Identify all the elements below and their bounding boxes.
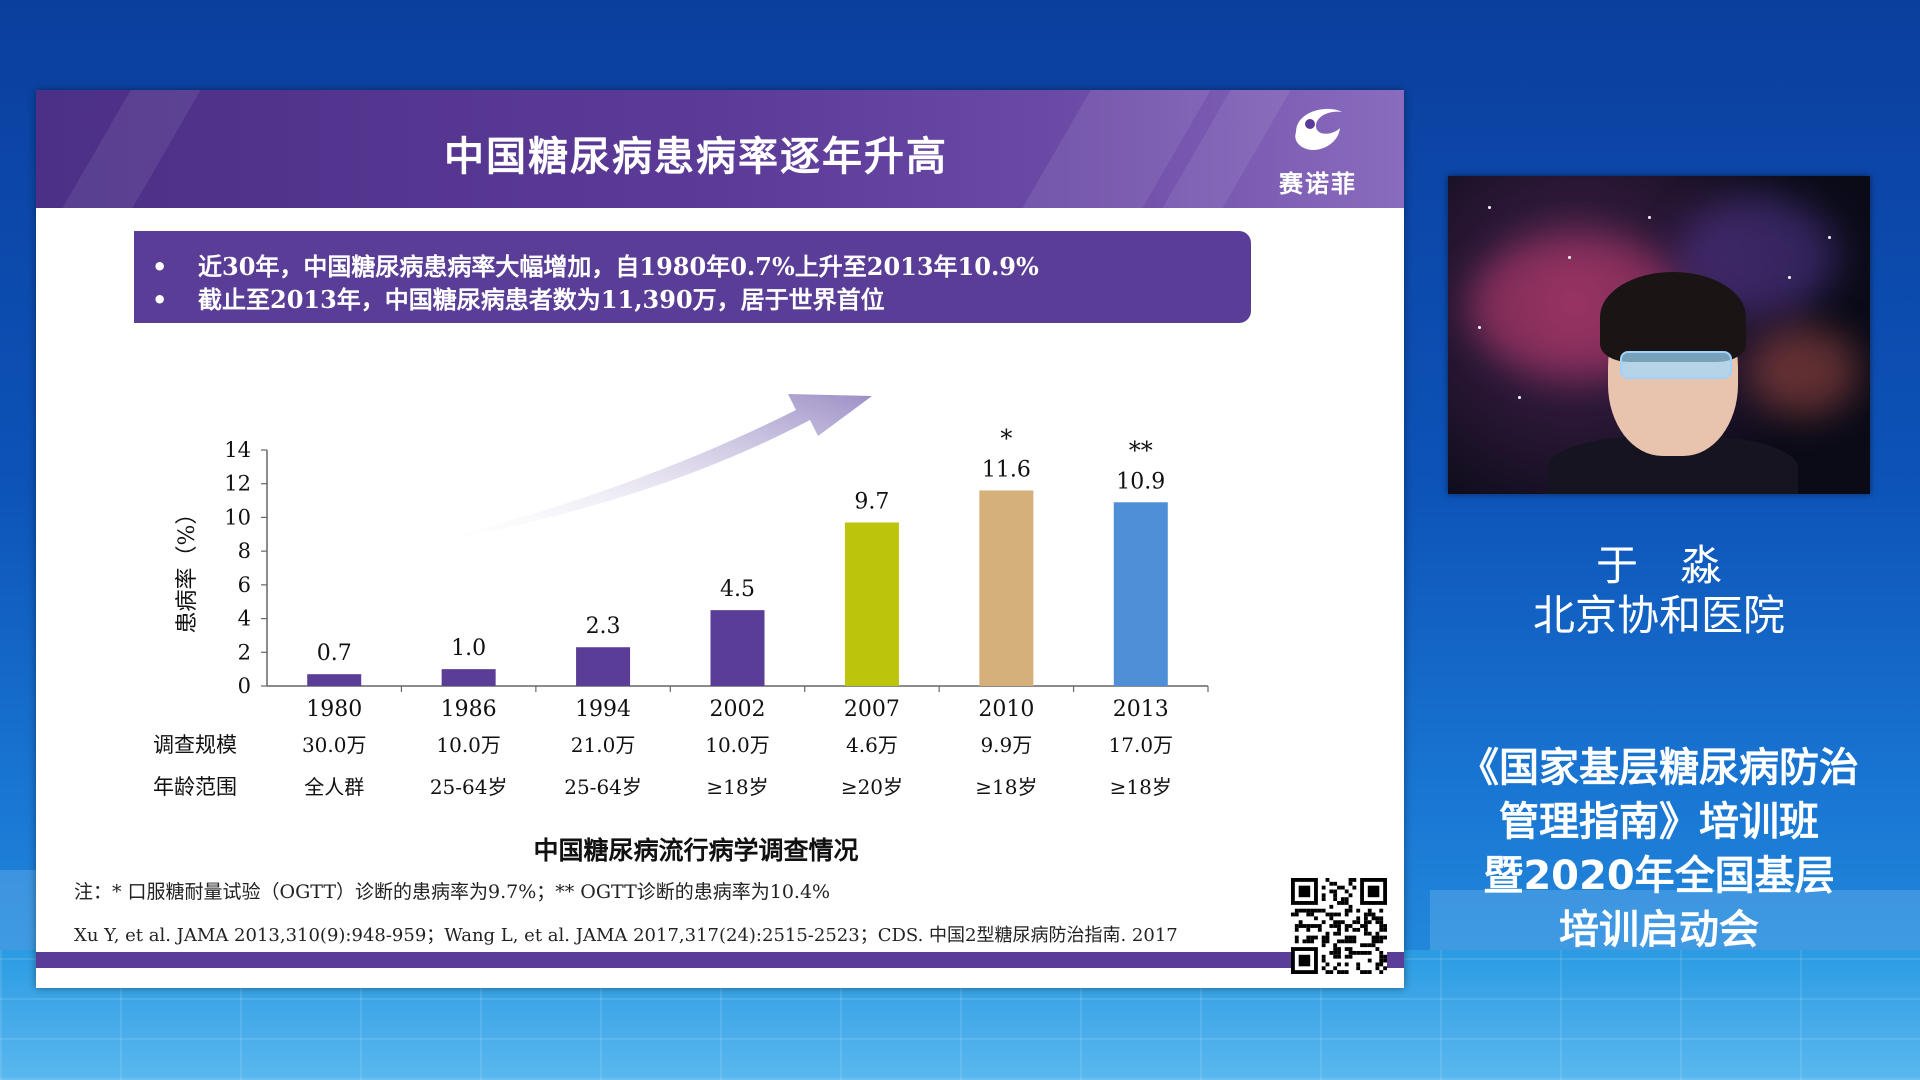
y-tick-label: 10 bbox=[224, 505, 251, 529]
brand-name: 赛诺菲 bbox=[1279, 170, 1357, 198]
sanofi-logo: 赛诺菲 bbox=[1258, 102, 1378, 198]
qr-code bbox=[1291, 878, 1387, 974]
x-tick-label: 2013 bbox=[1113, 697, 1169, 722]
survey-scale-value: 10.0万 bbox=[436, 733, 501, 757]
star bbox=[1478, 326, 1481, 329]
y-tick-label: 6 bbox=[238, 573, 251, 597]
nebula bbox=[1748, 326, 1858, 416]
survey-scale-label: 调查规模 bbox=[153, 733, 237, 757]
x-tick-label: 2010 bbox=[978, 697, 1034, 722]
bullet-item: • 截止至2013年，中国糖尿病患者数为11,390万，居于世界首位 bbox=[152, 280, 885, 315]
star bbox=[1788, 276, 1791, 279]
speaker-affiliation: 北京协和医院 bbox=[1532, 591, 1785, 640]
event-title-line: 《国家基层糖尿病防治 bbox=[1459, 745, 1859, 791]
survey-scale-value: 10.0万 bbox=[705, 733, 770, 757]
bar-2010 bbox=[979, 490, 1034, 686]
survey-scale-value: 4.6万 bbox=[846, 733, 898, 757]
x-tick-label: 1986 bbox=[441, 697, 497, 722]
survey-scale-value: 21.0万 bbox=[571, 733, 636, 757]
sanofi-logo-icon bbox=[1295, 108, 1342, 150]
chart-title: 中国糖尿病流行病学调查情况 bbox=[533, 836, 859, 865]
star bbox=[1828, 236, 1831, 239]
y-tick-label: 8 bbox=[238, 539, 251, 563]
y-axis-label: 患病率（%） bbox=[175, 503, 200, 634]
age-range-value: 25-64岁 bbox=[564, 775, 642, 799]
slide-title: 中国糖尿病患病率逐年升高 bbox=[444, 134, 948, 180]
bar-value-label: 9.7 bbox=[854, 489, 889, 514]
age-range-value: 全人群 bbox=[304, 775, 364, 799]
survey-scale-value: 17.0万 bbox=[1109, 733, 1174, 757]
age-range-value: ≥18岁 bbox=[706, 775, 768, 799]
bar-1980 bbox=[307, 674, 362, 686]
y-tick-label: 14 bbox=[224, 438, 251, 462]
bullet-text: 近30年，中国糖尿病患病率大幅增加，自1980年0.7%上升至2013年10.9… bbox=[198, 252, 1039, 281]
bar-value-label: 11.6 bbox=[982, 457, 1031, 482]
bullet-symbol: • bbox=[152, 286, 168, 314]
bar-annotation: ** bbox=[1129, 436, 1153, 464]
bar-annotation: * bbox=[1000, 424, 1012, 452]
age-range-value: ≥18岁 bbox=[1110, 775, 1172, 799]
age-range-label: 年龄范围 bbox=[153, 775, 237, 799]
x-tick-label: 1994 bbox=[575, 697, 631, 722]
event-title-line: 培训启动会 bbox=[1559, 907, 1759, 953]
x-tick-label: 2007 bbox=[844, 697, 900, 722]
speaker-hair bbox=[1600, 272, 1746, 362]
speaker-glasses bbox=[1620, 351, 1732, 379]
y-tick-label: 0 bbox=[238, 674, 251, 698]
bar-value-label: 10.9 bbox=[1116, 469, 1165, 494]
event-title-line: 管理指南》培训班 bbox=[1499, 799, 1819, 845]
y-tick-label: 4 bbox=[238, 607, 251, 631]
speaker-video bbox=[1448, 176, 1870, 494]
star bbox=[1488, 206, 1491, 209]
bar-2013 bbox=[1113, 502, 1168, 686]
slide-header: 中国糖尿病患病率逐年升高 赛诺菲 bbox=[36, 90, 1404, 208]
survey-scale-value: 30.0万 bbox=[302, 733, 367, 757]
bullet-text: 截止至2013年，中国糖尿病患者数为11,390万，居于世界首位 bbox=[198, 285, 885, 314]
age-range-value: ≥18岁 bbox=[975, 775, 1037, 799]
background-skyline bbox=[1430, 890, 1920, 950]
key-points-box: • 近30年，中国糖尿病患病率大幅增加，自1980年0.7%上升至2013年10.… bbox=[134, 231, 1251, 323]
footnote: 注：* 口服糖耐量试验（OGTT）诊断的患病率为9.7%；** OGTT诊断的患… bbox=[74, 881, 831, 903]
bar-2007 bbox=[844, 522, 899, 686]
x-tick-label: 1980 bbox=[306, 697, 362, 722]
x-tick-label: 2002 bbox=[710, 697, 766, 722]
speaker-name: 于 淼 bbox=[1595, 541, 1722, 590]
bar-value-label: 1.0 bbox=[451, 636, 486, 661]
age-range-value: 25-64岁 bbox=[430, 775, 508, 799]
star bbox=[1518, 396, 1521, 399]
event-title-line: 暨2020年全国基层 bbox=[1483, 853, 1835, 899]
y-tick-label: 2 bbox=[238, 640, 251, 664]
bar-value-label: 4.5 bbox=[720, 577, 755, 602]
bar-value-label: 2.3 bbox=[586, 614, 621, 639]
footer-bar bbox=[36, 952, 1404, 968]
bullet-item: • 近30年，中国糖尿病患病率大幅增加，自1980年0.7%上升至2013年10.… bbox=[152, 247, 1039, 282]
trend-arrow bbox=[424, 394, 872, 545]
y-tick-label: 12 bbox=[224, 472, 251, 496]
bar-1994 bbox=[576, 647, 631, 686]
bullet-symbol: • bbox=[152, 253, 168, 281]
bar-2002 bbox=[710, 610, 765, 686]
age-range-value: ≥20岁 bbox=[841, 775, 903, 799]
survey-scale-value: 9.9万 bbox=[980, 733, 1032, 757]
star bbox=[1568, 256, 1571, 259]
star bbox=[1648, 216, 1651, 219]
bar-1986 bbox=[441, 669, 496, 686]
presentation-slide: 中国糖尿病患病率逐年升高 赛诺菲 • 近30年，中国糖尿病患病率大幅增加，自198… bbox=[36, 90, 1404, 988]
references: Xu Y, et al. JAMA 2013,310(9):948-959；Wa… bbox=[74, 925, 1178, 946]
bar-value-label: 0.7 bbox=[317, 641, 352, 666]
